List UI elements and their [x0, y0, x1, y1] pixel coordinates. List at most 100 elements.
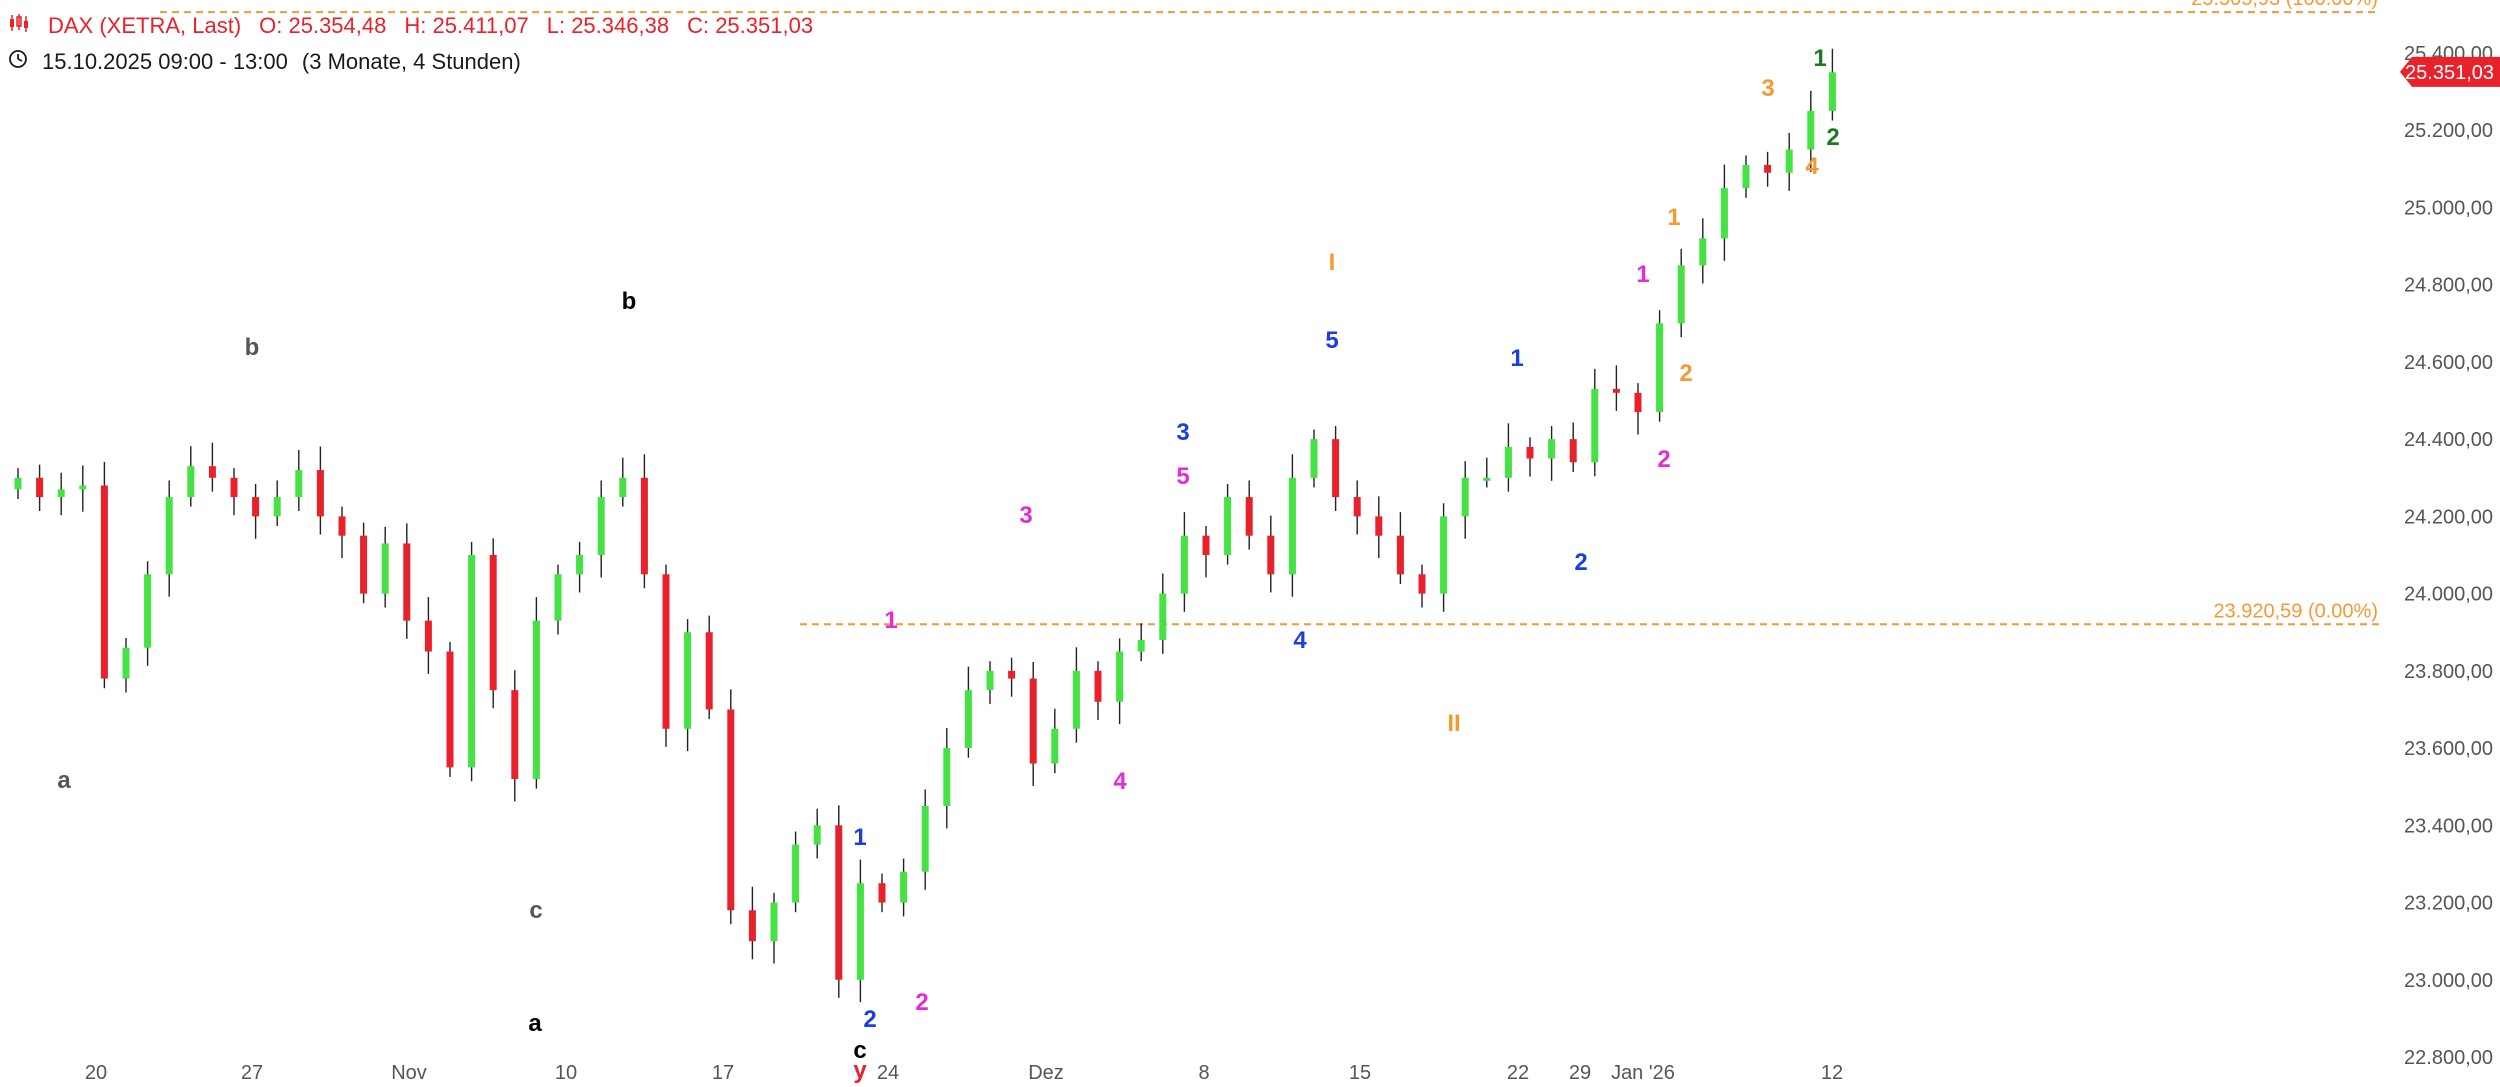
candle-body [1310, 439, 1318, 478]
candle-body [1137, 639, 1145, 652]
candle-body [856, 883, 864, 980]
candle-body [1180, 535, 1188, 594]
candle-body [1504, 446, 1512, 478]
candle-body [748, 910, 756, 942]
candle-body [316, 470, 324, 517]
wave-label: 2 [1826, 124, 1839, 151]
candles-layer [14, 48, 1836, 1003]
candle-body [792, 844, 800, 903]
chart-header: DAX (XETRA, Last) O: 25.354,48 H: 25.411… [8, 8, 831, 80]
candle-body [1569, 439, 1577, 463]
candle-body [1332, 439, 1340, 498]
session-row: 15.10.2025 09:00 - 13:00 (3 Monate, 4 St… [8, 44, 831, 80]
candle-body [1202, 535, 1210, 555]
fibonacci-layer: 25.505,93 (100.00%) 23.920,59 (0.00%) [160, 0, 2380, 626]
candle-body [1742, 164, 1750, 189]
y-tick-label: 24.400,00 [2404, 429, 2493, 451]
candle-body [468, 555, 476, 768]
x-tick-label: 8 [1198, 1062, 1209, 1084]
candle-body [79, 485, 87, 490]
candle-body [165, 497, 173, 575]
candle-body [1418, 574, 1426, 594]
y-tick-label: 24.600,00 [2404, 352, 2493, 374]
candle-body [208, 466, 216, 478]
x-tick-label: 15 [1349, 1062, 1371, 1084]
y-tick-label: 24.000,00 [2404, 584, 2493, 606]
candle-body [1612, 388, 1620, 393]
candle-body [1483, 477, 1491, 481]
candle-body [381, 543, 389, 594]
x-tick-label: 20 [85, 1062, 107, 1084]
y-tick-label: 22.800,00 [2404, 1047, 2493, 1069]
x-tick-label: 12 [1821, 1062, 1843, 1084]
x-tick-label: 27 [241, 1062, 263, 1084]
y-tick-label: 24.200,00 [2404, 506, 2493, 528]
y-tick-label: 23.200,00 [2404, 893, 2493, 915]
wave-label: b [245, 334, 260, 361]
candle-body [813, 825, 821, 845]
candle-body [1526, 446, 1534, 459]
candle-body [424, 620, 432, 652]
wave-label: 2 [915, 989, 928, 1016]
open-value: O: 25.354,48 [259, 13, 387, 38]
y-tick-label: 23.600,00 [2404, 738, 2493, 760]
candle-body [14, 477, 22, 490]
candle-body [1720, 188, 1728, 239]
candle-body [532, 620, 540, 779]
x-tick-label: Dez [1028, 1062, 1064, 1084]
candle-body [1699, 238, 1707, 266]
x-tick-label: 29 [1569, 1062, 1591, 1084]
x-tick-label: 24 [877, 1062, 899, 1084]
wave-label: a [57, 767, 71, 794]
candle-body [1008, 670, 1016, 679]
price-axis[interactable]: 22.800,00 23.000,00 23.200,00 23.400,00 23.6… [2404, 43, 2493, 1069]
y-tick-label: 23.000,00 [2404, 970, 2493, 992]
x-tick-label: Jan '26 [1611, 1062, 1675, 1084]
instrument-name[interactable]: DAX (XETRA, Last) [48, 13, 242, 38]
candle-body [1116, 651, 1124, 702]
candle-body [1548, 439, 1556, 459]
close-value: C: 25.351,03 [687, 13, 814, 38]
candle-body [1785, 149, 1793, 173]
session-time: 15.10.2025 09:00 - 13:00 [42, 49, 288, 74]
time-axis[interactable]: 20 27 Nov 10 17 24 Dez 8 15 22 29 Jan '26 12 [85, 1062, 1843, 1084]
candle-body [640, 477, 648, 575]
candle-body [1807, 110, 1815, 150]
wave-label: b [622, 288, 637, 315]
wave-label: 4 [1293, 627, 1307, 654]
wave-label: c [529, 897, 542, 924]
candle-body [576, 555, 584, 575]
wave-label: 1 [1636, 261, 1649, 288]
candle-body [986, 670, 994, 691]
candle-body [1677, 265, 1685, 324]
candle-body [878, 883, 886, 903]
candle-body [619, 477, 627, 498]
wave-label: 2 [1679, 360, 1692, 387]
wave-label: 1 [1510, 345, 1523, 372]
candle-body [705, 632, 713, 710]
y-tick-label: 24.800,00 [2404, 275, 2493, 297]
candle-body [403, 543, 411, 621]
candle-body [1245, 497, 1253, 536]
candle-body [144, 574, 152, 648]
wave-label: 3 [1176, 419, 1189, 446]
wave-label: y [853, 1057, 867, 1084]
candle-body [1828, 72, 1836, 111]
candle-body [662, 574, 670, 729]
fib-level-label: 23.920,59 (0.00%) [2213, 600, 2378, 622]
last-price-badge [2400, 56, 2500, 87]
candle-body [36, 477, 44, 498]
candle-body [1224, 497, 1232, 555]
wave-label: 5 [1176, 463, 1189, 490]
candlestick-chart-icon[interactable] [8, 13, 30, 39]
candle-body [1051, 728, 1059, 764]
wave-label: 4 [1113, 768, 1127, 795]
candle-body [921, 806, 929, 872]
candle-body [1764, 164, 1772, 173]
candle-body [1072, 670, 1080, 729]
candle-body [1375, 516, 1383, 536]
candle-body [597, 497, 605, 555]
y-tick-label: 23.800,00 [2404, 661, 2493, 683]
